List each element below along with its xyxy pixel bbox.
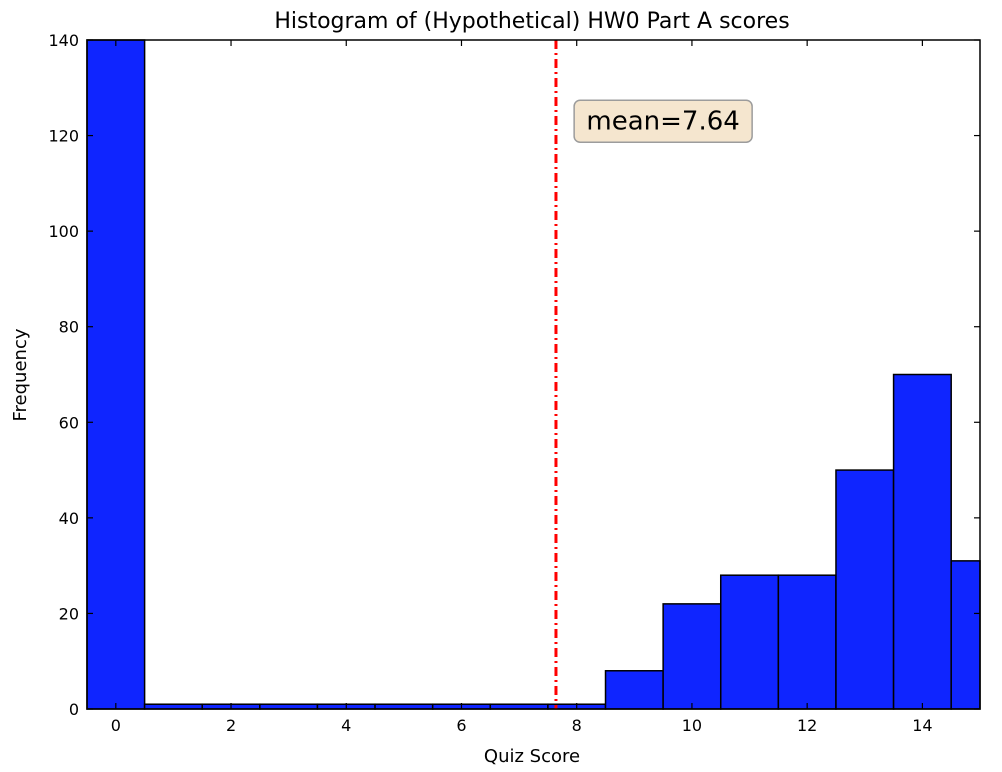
y-tick-label: 0 — [69, 700, 79, 719]
histogram-bar — [662, 603, 722, 710]
mean-annotation-text: mean=7.64 — [586, 107, 739, 137]
x-tick-label: 6 — [456, 716, 466, 735]
y-tick-label: 80 — [59, 318, 79, 337]
x-tick-label: 12 — [797, 716, 817, 735]
histogram-bar — [86, 39, 146, 710]
y-tick-label: 60 — [59, 413, 79, 432]
histogram-bars — [86, 39, 981, 710]
x-tick-label: 8 — [572, 716, 582, 735]
histogram-bar — [777, 574, 837, 710]
x-tick-label: 10 — [682, 716, 702, 735]
y-tick-label: 140 — [48, 31, 79, 50]
histogram-bar — [892, 373, 952, 710]
y-axis-label: Frequency — [10, 328, 31, 421]
plot-area-frame — [86, 39, 981, 710]
histogram-bar — [719, 574, 780, 710]
mean-annotation-box — [573, 99, 753, 143]
y-tick-label: 20 — [59, 604, 79, 623]
x-tick-label: 2 — [226, 716, 236, 735]
mean-annotation: mean=7.64 — [573, 99, 753, 143]
chart-title: Histogram of (Hypothetical) HW0 Part A s… — [274, 9, 789, 34]
histogram-bar — [950, 560, 981, 710]
x-axis-label: Quiz Score — [484, 746, 580, 767]
y-tick-labels: 0 20 40 60 80 100 120 140 — [48, 31, 79, 719]
x-tick-label: 14 — [912, 716, 932, 735]
y-tick-label: 40 — [59, 509, 79, 528]
y-tick-label: 120 — [48, 127, 79, 146]
y-tick-label: 100 — [48, 222, 79, 241]
histogram-bar — [604, 670, 664, 710]
histogram-bar — [835, 469, 895, 710]
x-tick-labels: 0 2 4 6 8 10 12 14 — [111, 716, 933, 735]
x-tick-label: 0 — [111, 716, 121, 735]
x-tick-label: 4 — [341, 716, 351, 735]
